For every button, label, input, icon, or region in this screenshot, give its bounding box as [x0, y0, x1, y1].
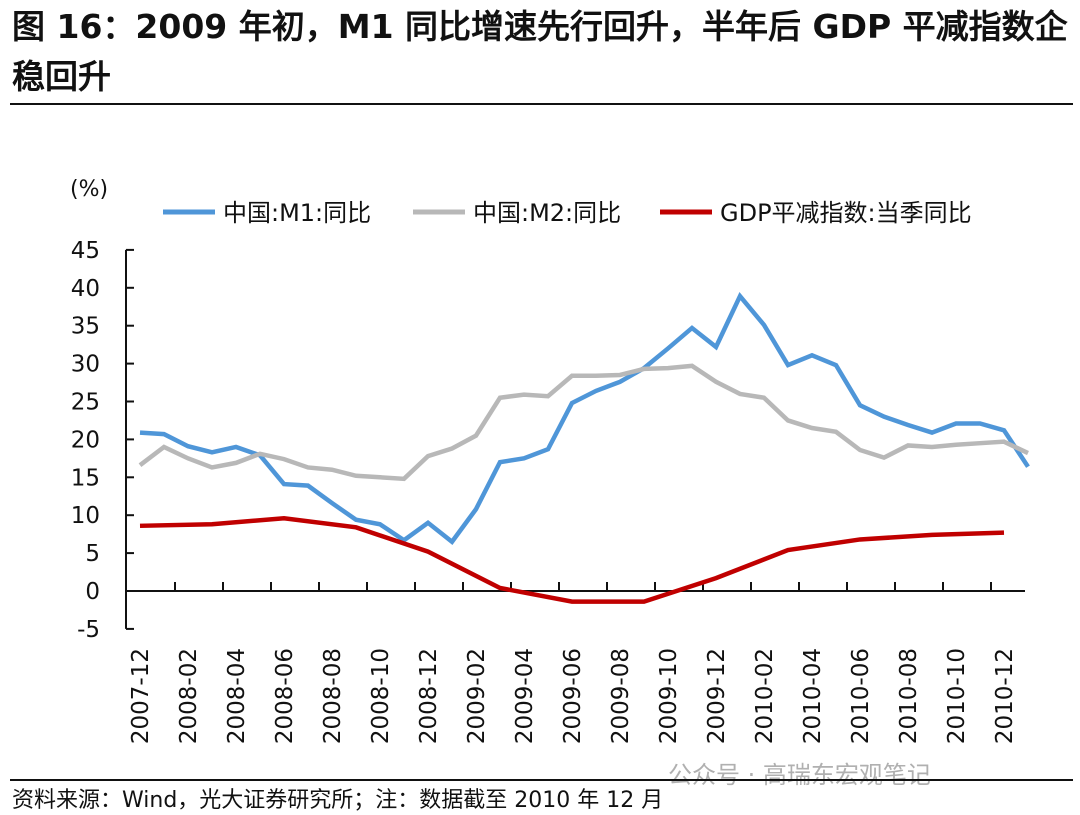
series-lines [138, 291, 1030, 604]
y-tick-label: -5 [77, 617, 100, 643]
x-tick-label: 2008-04 [224, 648, 250, 744]
x-tick-label: 2010-12 [992, 648, 1018, 744]
x-tick-label: 2009-10 [656, 648, 682, 744]
legend-label: GDP平减指数:当季同比 [720, 199, 972, 227]
y-tick-label: 5 [85, 541, 100, 567]
y-axis-unit: (%) [70, 177, 108, 202]
y-tick-label: 30 [71, 352, 100, 378]
source-rule [10, 779, 1073, 781]
x-tick-label: 2009-06 [560, 648, 586, 744]
series-line-1 [139, 291, 1030, 545]
y-tick-label: 0 [85, 579, 100, 605]
legend-label: 中国:M1:同比 [223, 199, 371, 227]
x-tick-label: 2010-02 [752, 648, 778, 744]
source-note: 资料来源：Wind，光大证券研究所；注：数据截至 2010 年 12 月 [12, 788, 664, 813]
series-line-3 [139, 515, 1005, 604]
series-line-2 [138, 363, 1029, 482]
legend: 中国:M1:同比 中国:M2:同比 GDP平减指数:当季同比 [163, 199, 972, 227]
legend-label: 中国:M2:同比 [473, 199, 621, 227]
x-tick-label: 2009-08 [608, 648, 634, 744]
x-tick-label: 2008-08 [320, 648, 346, 744]
x-tick-label: 2008-10 [368, 648, 394, 744]
x-tick-label: 2010-10 [944, 648, 970, 744]
x-tick-label: 2009-04 [512, 648, 538, 744]
x-tick-label: 2008-12 [416, 648, 442, 744]
y-tick-label: 20 [71, 427, 100, 453]
y-tick-label: 35 [71, 314, 100, 340]
watermark: 公众号 · 高瑞东宏观笔记 [668, 761, 931, 789]
x-tick-label: 2010-06 [848, 648, 874, 744]
y-tick-label: 15 [71, 465, 100, 491]
y-tick-label: 10 [71, 503, 100, 529]
x-tick-label: 2008-02 [176, 648, 202, 744]
x-tick-label: 2010-04 [800, 648, 826, 744]
y-tick-label: 45 [71, 238, 100, 264]
x-tick-label: 2010-08 [896, 648, 922, 744]
y-tick-label: 25 [71, 390, 100, 416]
x-tick-label: 2009-02 [464, 648, 490, 744]
x-tick-label: 2007-12 [128, 648, 154, 744]
title-rule [10, 103, 1073, 105]
figure-title: 图 16：2009 年初，M1 同比增速先行回升，半年后 GDP 平减指数企稳回… [12, 7, 1068, 96]
x-tick-label: 2008-06 [272, 648, 298, 744]
y-tick-label: 40 [71, 276, 100, 302]
axes: -5 0 5 10 15 20 25 30 35 40 45 2007-12 2008-02 2008-0… [71, 238, 1025, 744]
x-tick-label: 2009-12 [704, 648, 730, 744]
